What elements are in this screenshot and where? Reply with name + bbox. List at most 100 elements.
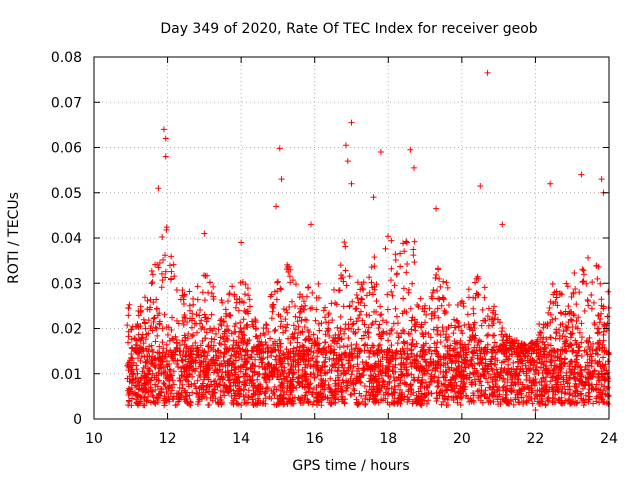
data-point bbox=[447, 379, 454, 386]
data-point bbox=[518, 357, 525, 364]
data-point bbox=[166, 262, 173, 269]
data-point bbox=[545, 351, 552, 358]
data-point bbox=[392, 305, 399, 312]
data-point bbox=[341, 364, 348, 371]
data-point bbox=[390, 320, 397, 327]
data-point bbox=[224, 362, 231, 369]
data-point bbox=[491, 303, 498, 310]
data-point bbox=[448, 359, 455, 366]
data-point bbox=[345, 334, 352, 341]
data-point bbox=[302, 392, 309, 399]
data-point bbox=[546, 304, 553, 311]
data-point bbox=[185, 378, 192, 385]
data-point bbox=[457, 401, 464, 408]
data-point bbox=[224, 336, 231, 343]
data-point bbox=[208, 311, 215, 318]
data-point bbox=[222, 306, 229, 313]
data-point bbox=[408, 326, 415, 333]
data-point bbox=[286, 303, 293, 310]
data-point bbox=[448, 384, 455, 391]
data-point bbox=[197, 307, 204, 314]
data-point bbox=[319, 383, 326, 390]
data-point bbox=[490, 383, 497, 390]
data-point bbox=[487, 384, 494, 391]
data-point bbox=[167, 390, 174, 397]
data-point bbox=[190, 295, 197, 302]
data-point bbox=[202, 272, 209, 279]
data-point bbox=[442, 368, 449, 375]
data-point bbox=[201, 374, 208, 381]
data-point bbox=[434, 383, 441, 390]
data-point bbox=[310, 331, 317, 338]
data-point bbox=[286, 273, 293, 280]
data-point bbox=[326, 385, 333, 392]
data-point bbox=[485, 322, 492, 329]
x-tick-label: 24 bbox=[600, 431, 618, 447]
data-point bbox=[393, 271, 400, 278]
data-point bbox=[478, 322, 485, 329]
data-point bbox=[566, 363, 573, 370]
data-point bbox=[326, 356, 333, 363]
data-point bbox=[444, 284, 451, 291]
data-point bbox=[162, 135, 169, 142]
data-point bbox=[505, 361, 512, 368]
data-point bbox=[536, 399, 543, 406]
data-point bbox=[259, 356, 266, 363]
data-point bbox=[440, 353, 447, 360]
data-point bbox=[445, 301, 452, 308]
data-point bbox=[385, 385, 392, 392]
data-point bbox=[433, 364, 440, 371]
data-point bbox=[484, 394, 491, 401]
data-point bbox=[141, 370, 148, 377]
data-point bbox=[366, 312, 373, 319]
data-point bbox=[341, 330, 348, 337]
data-point bbox=[603, 367, 610, 374]
data-point bbox=[335, 287, 342, 294]
y-tick-label: 0.05 bbox=[51, 186, 82, 202]
data-point bbox=[580, 396, 587, 403]
data-point bbox=[439, 387, 446, 394]
data-point bbox=[159, 325, 166, 332]
y-tick-label: 0.01 bbox=[51, 367, 82, 383]
data-point bbox=[346, 273, 353, 280]
data-point bbox=[547, 356, 554, 363]
data-point bbox=[400, 359, 407, 366]
data-point bbox=[158, 370, 165, 377]
data-point bbox=[238, 351, 245, 358]
data-point bbox=[431, 373, 438, 380]
data-point bbox=[515, 359, 522, 366]
data-point bbox=[276, 393, 283, 400]
data-point bbox=[368, 377, 375, 384]
data-point bbox=[279, 398, 286, 405]
data-point bbox=[433, 271, 440, 278]
data-point bbox=[205, 402, 212, 409]
data-point bbox=[510, 401, 517, 408]
data-point bbox=[502, 392, 509, 399]
data-point bbox=[539, 370, 546, 377]
data-point bbox=[565, 397, 572, 404]
data-point bbox=[485, 331, 492, 338]
data-point bbox=[477, 397, 484, 404]
data-point bbox=[376, 382, 383, 389]
data-point bbox=[181, 364, 188, 371]
data-point bbox=[504, 356, 511, 363]
data-point bbox=[565, 303, 572, 310]
data-point bbox=[570, 371, 577, 378]
data-point bbox=[269, 308, 276, 315]
data-point bbox=[130, 359, 137, 366]
data-point bbox=[336, 344, 343, 351]
data-point bbox=[162, 153, 169, 160]
data-point bbox=[353, 305, 360, 312]
data-point bbox=[436, 275, 443, 282]
data-point bbox=[137, 377, 144, 384]
data-point bbox=[225, 373, 232, 380]
data-point bbox=[187, 399, 194, 406]
data-point bbox=[557, 381, 564, 388]
data-point bbox=[347, 351, 354, 358]
data-point bbox=[146, 353, 153, 360]
data-point bbox=[558, 361, 565, 368]
data-point bbox=[281, 388, 288, 395]
data-point bbox=[163, 224, 170, 231]
data-point bbox=[273, 296, 280, 303]
data-point bbox=[495, 393, 502, 400]
